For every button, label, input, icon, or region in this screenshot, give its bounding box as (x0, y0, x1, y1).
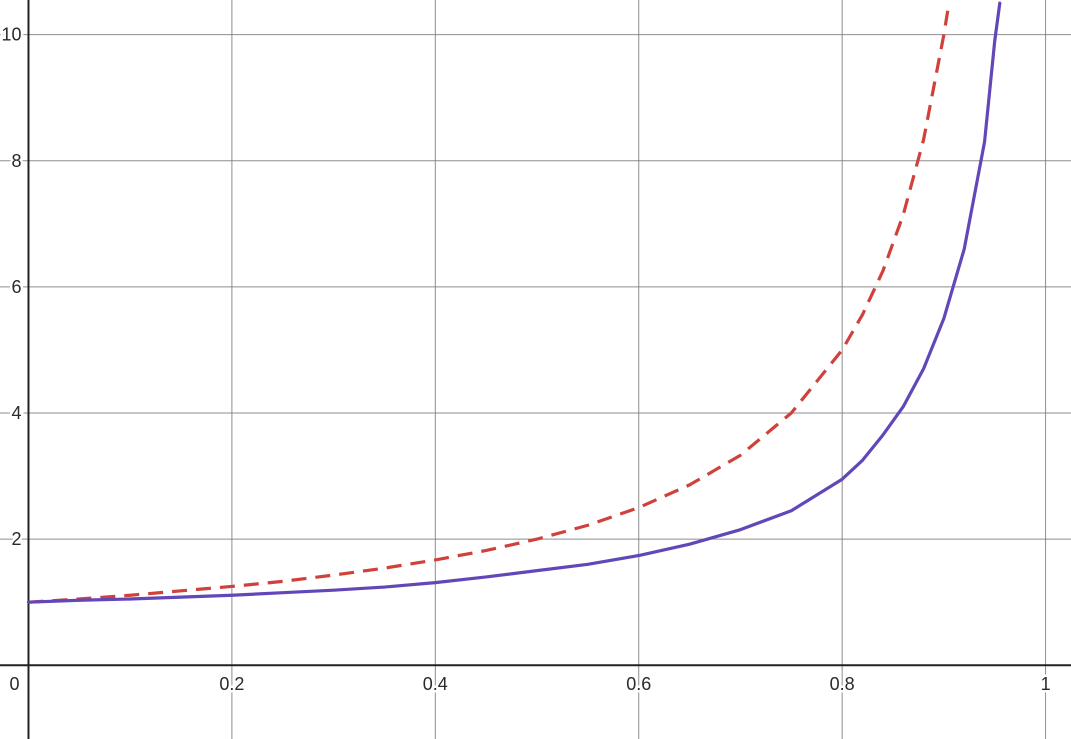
x-tick-label: 0.4 (423, 674, 448, 694)
x-tick-label: 0.2 (219, 674, 244, 694)
origin-label: 0 (9, 674, 19, 694)
x-tick-label: 1 (1041, 674, 1051, 694)
dashed-curve (28, 2, 951, 604)
solid-curve (26, 1, 1002, 604)
y-tick-label: 8 (11, 151, 21, 171)
y-tick-label: 10 (1, 25, 21, 45)
x-tick-label: 0.8 (830, 674, 855, 694)
tick-labels: 0.2 0.4 0.6 0.8 1 2 4 6 8 10 0 (0, 22, 1053, 697)
x-tick-label: 0.6 (626, 674, 651, 694)
series (26, 1, 1002, 604)
y-tick-label: 2 (11, 529, 21, 549)
y-tick-label: 4 (11, 403, 21, 423)
y-tick-label: 6 (11, 277, 21, 297)
